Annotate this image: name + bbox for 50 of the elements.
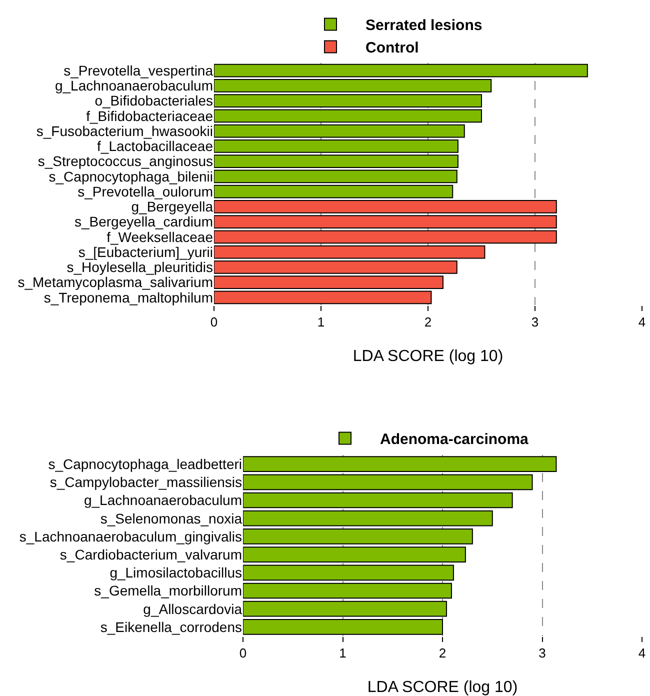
bar [243, 492, 513, 508]
bar [243, 474, 533, 490]
legend-label: Control [366, 40, 419, 57]
y-tick-label: o_Bifidobacteriales [94, 92, 213, 109]
x-tick-label: 4 [638, 314, 646, 330]
legend-label: Serrated lesions [366, 17, 482, 34]
bar [243, 546, 466, 562]
y-tick-label: s_Capnocytophaga_bilenii [48, 168, 213, 184]
y-tick-label: f_Bifidobacteriaceae [86, 108, 214, 124]
y-tick-label: g_Lachnoanaerobaculum [84, 492, 242, 508]
x-tick-label: 2 [438, 646, 446, 661]
bar [243, 528, 473, 544]
x-tick-label: 3 [531, 314, 539, 330]
x-tick-label: 0 [210, 314, 218, 330]
y-tick-label: s_Metamycoplasma_salivarium [18, 274, 213, 290]
bar [243, 510, 493, 526]
y-tick-label: s_Streptococcus_anginosus [38, 153, 213, 170]
y-tick-label: s_Bergeyella_cardium [74, 214, 213, 230]
y-tick-label: s_Prevotella_oulorum [78, 183, 213, 200]
y-tick-label: g_Lachnoanaerobaculum [54, 78, 213, 94]
x-tick-label: 0 [239, 646, 247, 661]
y-tick-label: s_Campylobacter_massiliensis [50, 474, 242, 490]
x-tick-label: 1 [339, 646, 346, 661]
y-tick-label: s_Prevotella_vespertina [64, 62, 214, 78]
y-tick-label: g_Alloscardovia [143, 600, 242, 617]
x-tick-label: 4 [638, 646, 646, 661]
y-tick-label: s_Eikenella_corrodens [100, 618, 242, 635]
x-tick-label: 2 [424, 314, 432, 330]
y-tick-label: g_Bergeyella [131, 198, 214, 215]
bar [243, 582, 452, 599]
legend-label: Adenoma-carcinoma [380, 431, 530, 448]
x-axis-title: LDA SCORE (log 10) [352, 348, 504, 365]
y-tick-label: s_Hoylesella_pleuritidis [66, 259, 213, 276]
y-tick-label: s_Lachnoanaerobaculum_gingivalis [19, 528, 242, 544]
bar [243, 564, 454, 581]
x-tick-label: 3 [538, 646, 546, 661]
bar [243, 619, 443, 635]
x-tick-label: 1 [317, 314, 325, 330]
y-tick-label: s_Gemella_morbillorum [94, 582, 242, 599]
y-tick-label: g_Limosilactobacillus [110, 564, 242, 581]
y-tick-label: s_Capnocytophaga_leadbetteri [48, 456, 242, 472]
y-tick-label: s_Treponema_maltophilum [44, 289, 213, 306]
y-tick-label: s_Fusobacterium_hwasookii [36, 122, 213, 139]
y-tick-label: f_Weeksellaceae [106, 228, 214, 245]
y-tick-label: f_Lactobacillaceae [97, 138, 214, 154]
x-axis-title: LDA SCORE (log 10) [367, 679, 518, 696]
y-tick-label: s_[Eubacterium]_yurii [78, 244, 213, 260]
y-tick-label: s_Selenomonas_noxia [100, 510, 242, 526]
bar [243, 600, 447, 617]
y-tick-label: s_Cardiobacterium_valvarum [60, 546, 242, 562]
